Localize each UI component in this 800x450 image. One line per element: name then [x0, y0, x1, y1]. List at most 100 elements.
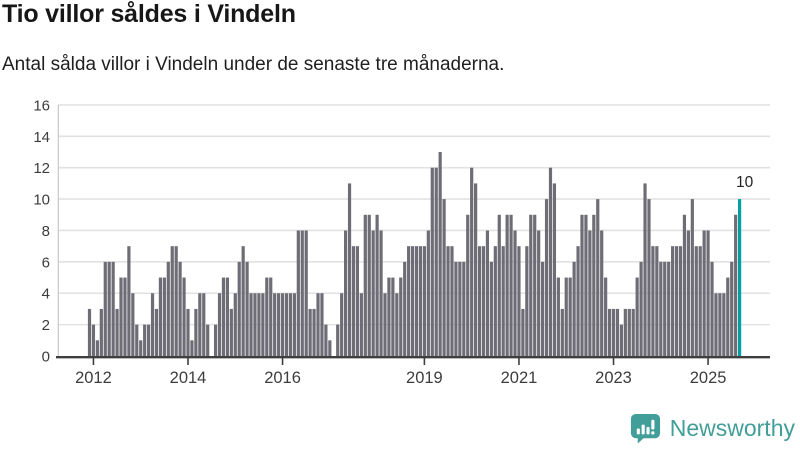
bar	[328, 340, 332, 356]
bar	[552, 183, 557, 356]
bar	[363, 214, 367, 356]
bar	[580, 214, 584, 356]
bar	[434, 167, 438, 356]
logo-exclamation-bar	[651, 419, 655, 429]
bar	[351, 246, 356, 356]
bar	[99, 308, 103, 356]
bar	[257, 293, 261, 356]
bar	[722, 293, 726, 356]
x-tick-label: 2016	[264, 369, 301, 387]
bar	[221, 277, 226, 356]
bar	[91, 324, 96, 356]
bar	[292, 293, 296, 356]
bar	[387, 277, 391, 356]
last-value-label: 10	[736, 174, 754, 191]
bar	[111, 261, 115, 356]
bar	[336, 324, 340, 356]
bar	[324, 324, 328, 356]
bar	[568, 277, 572, 356]
bar	[206, 324, 210, 356]
x-tick-label: 2021	[501, 369, 538, 387]
bar	[623, 308, 627, 356]
bar	[438, 152, 442, 356]
bar	[403, 261, 407, 356]
chart-subtitle: Antal sålda villor i Vindeln under de se…	[2, 54, 505, 75]
y-tick-label: 0	[42, 349, 50, 366]
bar	[284, 293, 289, 356]
bar	[694, 246, 698, 356]
bar	[505, 214, 509, 356]
bar	[296, 230, 300, 356]
bar	[320, 293, 324, 356]
bar	[477, 246, 482, 356]
bar	[698, 246, 702, 356]
bar	[560, 308, 564, 356]
bar	[430, 167, 434, 356]
bar	[249, 293, 253, 356]
bar	[139, 340, 143, 356]
bar	[261, 293, 265, 356]
bar	[316, 293, 320, 356]
bar	[667, 261, 671, 356]
bar	[158, 277, 163, 356]
bar	[233, 293, 237, 356]
x-tick-label: 2019	[406, 369, 443, 387]
bar	[174, 246, 178, 356]
bar	[107, 261, 111, 356]
bar	[584, 214, 588, 356]
bar	[182, 277, 186, 356]
bar	[481, 246, 486, 356]
newsworthy-logo: Newsworthy	[629, 410, 795, 446]
bar	[280, 293, 285, 356]
bar	[178, 261, 182, 356]
bar	[537, 230, 541, 356]
bar	[202, 293, 206, 356]
bar	[533, 214, 537, 356]
bar	[541, 261, 545, 356]
bar	[635, 277, 639, 356]
bar	[131, 293, 135, 356]
y-tick-label: 10	[33, 192, 50, 209]
bar	[607, 308, 612, 356]
bar	[194, 308, 198, 356]
bar	[734, 214, 738, 356]
bar	[678, 246, 683, 356]
bar	[576, 246, 580, 356]
bar	[347, 183, 352, 356]
bar	[225, 277, 229, 356]
bar	[730, 261, 734, 356]
bar	[639, 261, 643, 356]
bar	[714, 293, 718, 356]
bar	[154, 308, 159, 356]
bar	[466, 214, 470, 356]
bar	[470, 167, 474, 356]
bar	[489, 261, 493, 356]
bar	[509, 214, 513, 356]
bar	[513, 230, 517, 356]
bar	[544, 199, 549, 356]
bar	[340, 293, 344, 356]
bar	[454, 261, 458, 356]
bar	[548, 167, 553, 356]
bar	[422, 246, 426, 356]
bar	[497, 214, 501, 356]
bar	[300, 230, 304, 356]
bar	[123, 277, 127, 356]
bar	[265, 277, 269, 356]
logo-bar-2	[641, 424, 645, 434]
bar	[706, 230, 710, 356]
bar	[682, 214, 687, 356]
bar	[655, 246, 659, 356]
bar	[229, 308, 233, 356]
y-tick-label: 14	[33, 129, 50, 146]
bar	[375, 214, 379, 356]
bar	[186, 308, 190, 356]
bar	[277, 293, 281, 356]
bar	[690, 199, 694, 356]
bar	[592, 214, 596, 356]
bar	[458, 261, 462, 356]
y-tick-label: 16	[33, 97, 50, 114]
bar	[253, 293, 257, 356]
bar	[135, 324, 139, 356]
